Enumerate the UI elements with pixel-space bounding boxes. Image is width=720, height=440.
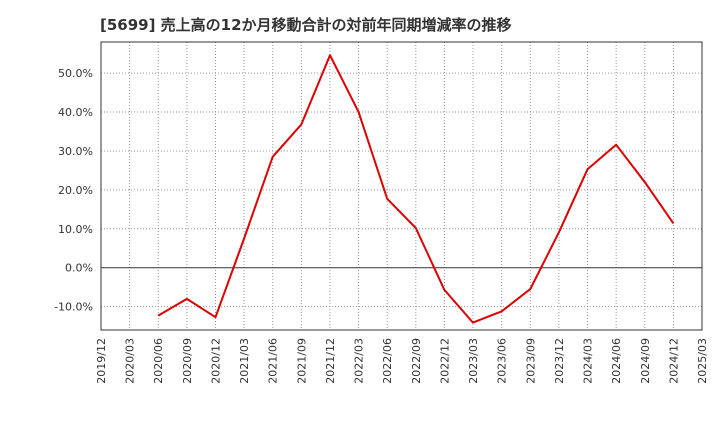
x-tick-label: 2020/06 (152, 338, 165, 384)
y-tick-label: 40.0% (58, 106, 93, 119)
x-tick-label: 2021/03 (238, 338, 251, 384)
chart-title: [5699] 売上高の12か月移動合計の対前年同期増減率の推移 (100, 16, 512, 34)
x-tick-label: 2023/09 (524, 338, 537, 384)
x-tick-label: 2024/12 (667, 338, 680, 384)
x-tick-label: 2023/12 (553, 338, 566, 384)
x-tick-label: 2019/12 (95, 338, 108, 384)
x-tick-label: 2021/12 (324, 338, 337, 384)
x-tick-label: 2023/03 (467, 338, 480, 384)
x-tick-label: 2022/09 (410, 338, 423, 384)
x-axis-ticks: 2019/12 2020/03 2020/06 2020/09 2020/12 2021/… (95, 338, 709, 384)
x-tick-label: 2020/12 (209, 338, 222, 384)
series-layer (157, 54, 675, 324)
x-tick-label: 2022/06 (381, 338, 394, 384)
series-line (157, 54, 675, 324)
x-tick-label: 2023/06 (496, 338, 509, 384)
plot-area (101, 42, 702, 330)
x-tick-label: 2025/03 (696, 338, 709, 384)
x-tick-label: 2024/06 (610, 338, 623, 384)
x-tick-label: 2021/06 (267, 338, 280, 384)
x-tick-label: 2024/03 (582, 338, 595, 384)
y-tick-label: 50.0% (58, 67, 93, 80)
x-tick-label: 2021/09 (295, 338, 308, 384)
y-tick-label: 10.0% (58, 223, 93, 236)
x-tick-label: 2022/03 (353, 338, 366, 384)
y-tick-label: 30.0% (58, 145, 93, 158)
y-axis-ticks: -10.0% 0.0% 10.0% 20.0% 30.0% 40.0% 50.0% (54, 67, 93, 314)
plot-border (100, 41, 703, 331)
x-tick-label: 2022/12 (438, 338, 451, 384)
y-tick-label: -10.0% (54, 301, 93, 314)
y-tick-label: 0.0% (65, 262, 93, 275)
x-tick-label: 2020/09 (181, 338, 194, 384)
x-tick-label: 2024/09 (639, 338, 652, 384)
y-tick-label: 20.0% (58, 184, 93, 197)
x-tick-label: 2020/03 (124, 338, 137, 384)
